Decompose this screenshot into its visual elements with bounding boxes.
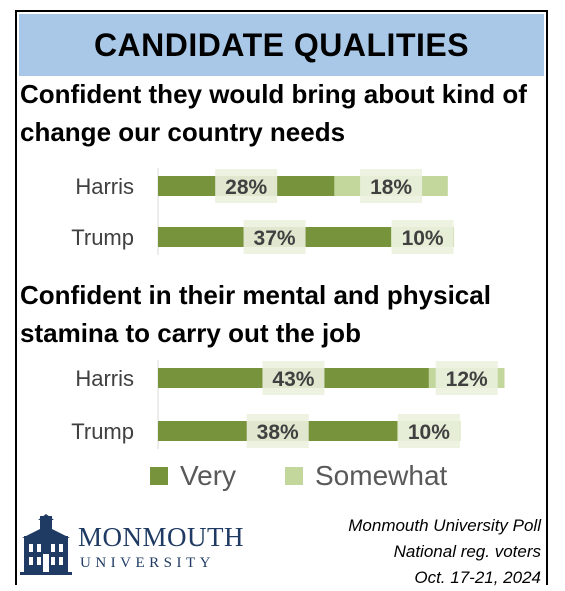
data-label-bg <box>246 414 309 448</box>
legend-very-swatch <box>150 467 168 485</box>
legend-very-label: Very <box>180 460 237 491</box>
legend-very: Very <box>150 460 236 492</box>
data-label-very-harris: 28% <box>225 176 267 199</box>
category-label-harris: Harris <box>75 366 134 391</box>
legend-somewhat: Somewhat <box>285 460 447 492</box>
chart-frame: CANDIDATE QUALITIES <box>15 10 548 585</box>
data-label-somewhat-trump: 10% <box>408 421 450 444</box>
data-label-somewhat-harris: 12% <box>446 368 488 391</box>
question-1-title: Confident they would bring about kind of… <box>20 79 527 147</box>
data-label-bg <box>215 169 278 203</box>
legend: Very Somewhat <box>0 460 565 500</box>
data-label-bg <box>360 169 423 203</box>
source-line-2: National reg. voters <box>393 542 541 561</box>
data-label-very-trump: 37% <box>254 227 296 250</box>
banner-title: CANDIDATE QUALITIES <box>19 14 544 76</box>
data-label-somewhat-trump: 10% <box>402 227 444 250</box>
data-label-bg <box>435 361 498 395</box>
building-icon <box>20 514 72 575</box>
data-label-bg <box>391 220 454 254</box>
data-label-somewhat-harris: 18% <box>370 176 412 199</box>
monmouth-logo: MONMOUTH UNIVERSITY <box>18 510 268 580</box>
data-label-bg <box>397 414 460 448</box>
source-note: Monmouth University Poll National reg. v… <box>348 513 541 591</box>
category-label-harris: Harris <box>75 174 134 199</box>
category-label-trump: Trump <box>71 225 134 250</box>
logo-subtitle: UNIVERSITY <box>80 555 215 571</box>
category-label-trump: Trump <box>71 419 134 444</box>
source-line-1: Monmouth University Poll <box>348 516 541 535</box>
legend-somewhat-swatch <box>285 467 303 485</box>
question-2-title: Confident in their mental and physical s… <box>20 280 491 348</box>
source-line-3: Oct. 17-21, 2024 <box>414 568 541 587</box>
legend-somewhat-label: Somewhat <box>315 460 448 491</box>
data-label-very-trump: 38% <box>257 421 299 444</box>
data-label-very-harris: 43% <box>272 368 314 391</box>
logo-name: MONMOUTH <box>78 522 244 552</box>
data-label-bg <box>243 220 306 254</box>
data-label-bg <box>262 361 325 395</box>
